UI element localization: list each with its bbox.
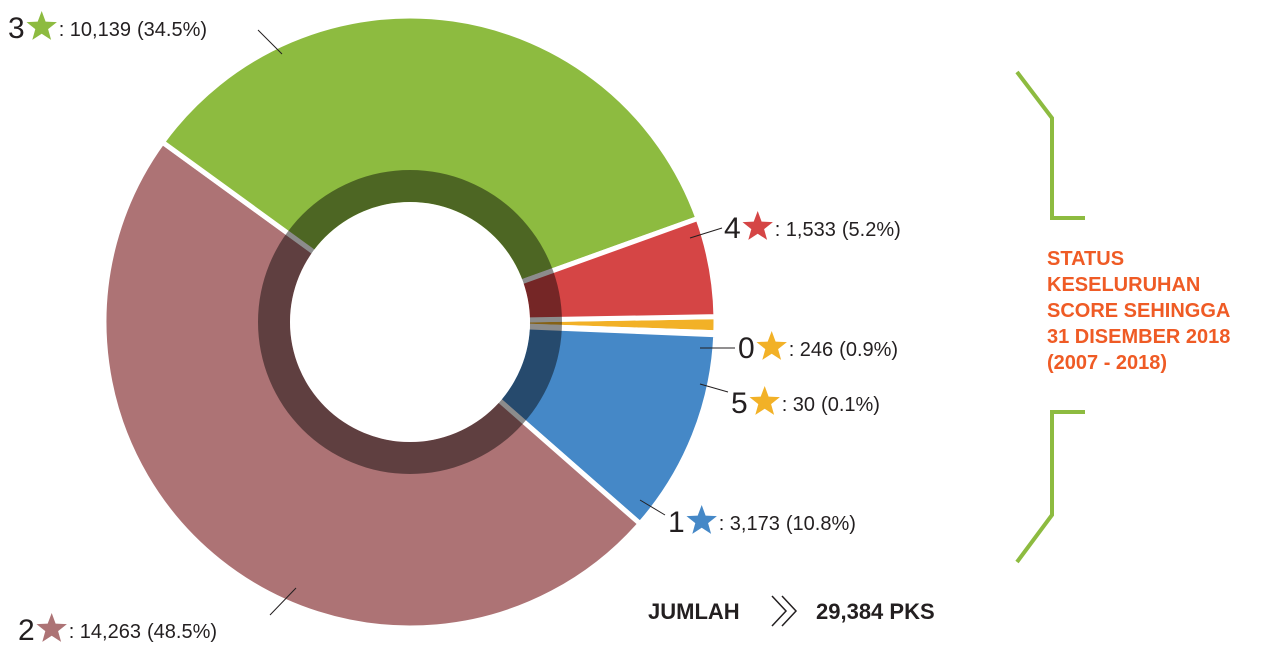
percent-label: (5.2%) xyxy=(842,219,901,241)
star-icon xyxy=(26,11,57,40)
leader-line xyxy=(257,29,283,55)
percent-label: (34.5%) xyxy=(137,19,207,41)
side-note: 31 DISEMBER 2018 xyxy=(1047,326,1230,348)
total-heading: JUMLAH xyxy=(648,599,740,624)
star-icon xyxy=(749,386,780,415)
side-note: (2007 - 2018) xyxy=(1047,352,1167,374)
chevron xyxy=(781,595,798,627)
percent-label: (10.8%) xyxy=(786,513,856,535)
side-note: SCORE SEHINGGA xyxy=(1047,300,1230,322)
value-label: : 14,263 xyxy=(69,621,141,643)
value-label: : 30 xyxy=(782,394,815,416)
leader-line xyxy=(269,587,297,616)
side-note: STATUS xyxy=(1047,248,1124,270)
star-icon xyxy=(36,613,67,642)
value-label: : 3,173 xyxy=(719,513,780,535)
leader-line xyxy=(639,499,666,516)
category-label: 3 xyxy=(8,12,25,45)
value-label: : 1,533 xyxy=(775,219,836,241)
category-label: 2 xyxy=(18,614,35,645)
pie-slice xyxy=(158,13,702,325)
leader-line xyxy=(699,383,729,393)
percent-label: (0.1%) xyxy=(821,394,880,416)
value-label: : 246 xyxy=(789,339,833,361)
chevron xyxy=(771,595,788,627)
total-label: 29,384 PKS xyxy=(816,599,935,624)
category-label: 1 xyxy=(668,506,685,539)
donut-hole xyxy=(290,202,530,442)
category-label: 5 xyxy=(731,387,748,420)
percent-label: (48.5%) xyxy=(147,621,217,643)
star-icon xyxy=(742,211,773,240)
star-icon xyxy=(686,505,717,534)
bracket-bottom xyxy=(1015,410,1085,564)
category-label: 4 xyxy=(724,212,741,245)
star-icon xyxy=(756,331,787,360)
value-label: : 10,139 xyxy=(59,19,131,41)
percent-label: (0.9%) xyxy=(839,339,898,361)
bracket-top xyxy=(1015,70,1085,220)
leader-line xyxy=(689,227,723,239)
side-note: KESELURUHAN xyxy=(1047,274,1200,296)
category-label: 0 xyxy=(738,332,755,365)
